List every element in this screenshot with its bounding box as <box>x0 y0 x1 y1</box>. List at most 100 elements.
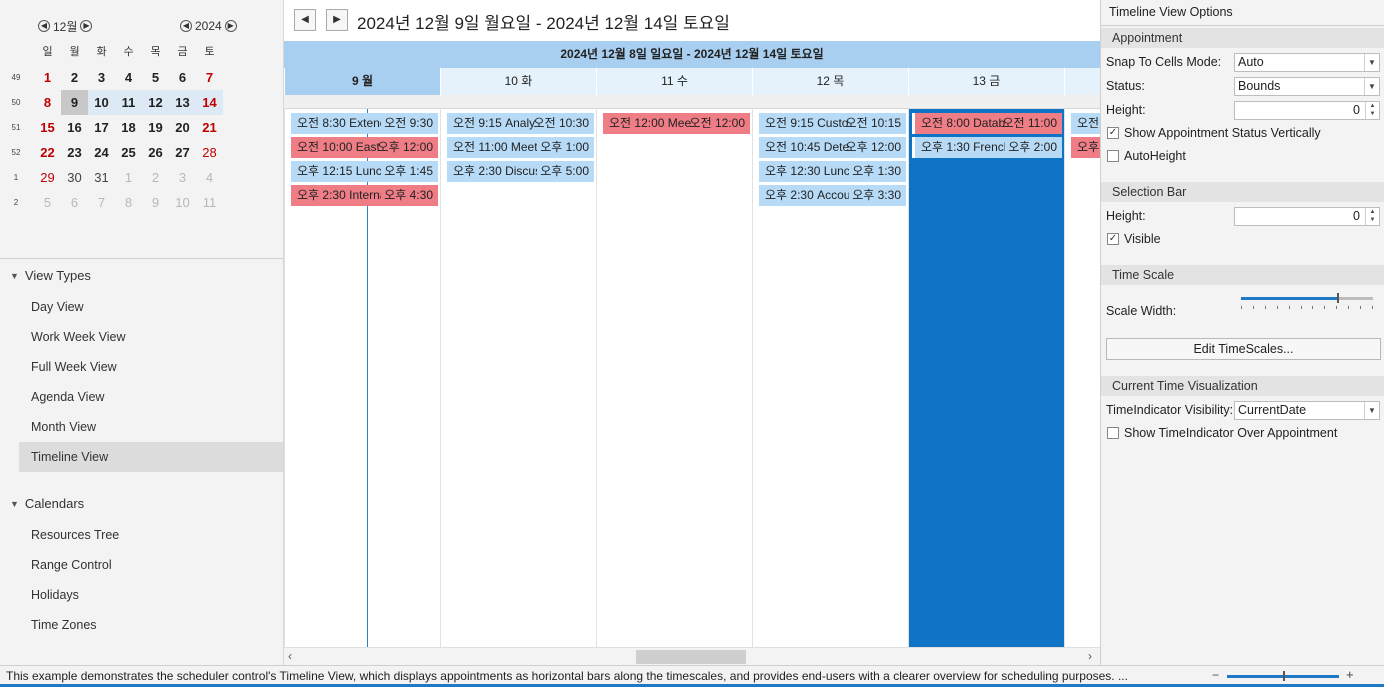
prev-year-icon[interactable]: ◀ <box>180 20 192 32</box>
nav-item-range-control[interactable]: Range Control <box>31 558 112 572</box>
time-indicator-combo[interactable]: CurrentDate ▼ <box>1234 401 1380 420</box>
nav-item-full-week-view[interactable]: Full Week View <box>31 360 117 374</box>
calendar-day-other-month[interactable]: 2 <box>151 170 160 185</box>
calendar-day-other-month[interactable]: 10 <box>175 195 190 210</box>
day-header[interactable]: 13 금 <box>908 68 1064 95</box>
calendar-day-selected[interactable]: 13 <box>169 90 196 115</box>
next-year-icon[interactable]: ▶ <box>224 20 237 32</box>
calendar-day[interactable]: 6 <box>178 70 187 85</box>
chevron-down-icon[interactable]: ▼ <box>1364 402 1379 419</box>
calendar-day[interactable]: 21 <box>202 120 217 135</box>
calendar-day[interactable]: 3 <box>97 70 106 85</box>
next-range-button[interactable]: ▶ <box>326 9 348 31</box>
scale-width-track[interactable] <box>1241 297 1373 300</box>
appointment-bar[interactable]: 오후 <box>1068 137 1100 158</box>
day-column[interactable] <box>596 109 752 647</box>
calendar-day[interactable]: 30 <box>67 170 82 185</box>
next-month-icon[interactable]: ▶ <box>80 20 93 32</box>
chevron-down-icon[interactable]: ▼ <box>1364 54 1379 71</box>
calendar-day-other-month[interactable]: 3 <box>178 170 187 185</box>
calendar-day-other-month[interactable]: 8 <box>124 195 133 210</box>
calendars-group-header[interactable]: ▼ Calendars <box>10 496 84 511</box>
status-combo[interactable]: Bounds ▼ <box>1234 77 1380 96</box>
appointment-bar[interactable]: 오전 9:15 Analy 오전 10:30 <box>444 113 594 134</box>
appointment-bar[interactable]: 오후 2:30 Discuss오후 5:00 <box>444 161 594 182</box>
nav-item-agenda-view[interactable]: Agenda View <box>31 390 105 404</box>
calendar-day[interactable]: 17 <box>94 120 109 135</box>
nav-item-day-view[interactable]: Day View <box>31 300 84 314</box>
nav-item-holidays[interactable]: Holidays <box>31 588 79 602</box>
day-column[interactable] <box>440 109 596 647</box>
checkbox-box[interactable] <box>1107 150 1119 162</box>
day-header[interactable]: 9 월 <box>284 68 440 95</box>
prev-month-icon[interactable]: ◀ <box>38 20 50 32</box>
appointment-bar[interactable]: 오전 <box>1068 113 1100 134</box>
checkmark-icon[interactable]: ✓ <box>1107 127 1119 139</box>
day-column[interactable] <box>1064 109 1100 647</box>
day-header[interactable] <box>1064 68 1100 95</box>
zoom-in-icon[interactable]: + <box>1346 667 1354 682</box>
appointment-bar[interactable]: 오전 9:15 Custo 오전 10:15 <box>756 113 906 134</box>
calendar-day[interactable]: 29 <box>40 170 55 185</box>
calendar-day[interactable]: 20 <box>175 120 190 135</box>
day-header[interactable]: 10 화 <box>440 68 596 95</box>
spin-arrows-icon[interactable]: ▲ ▼ <box>1365 102 1379 119</box>
calendar-day-selected[interactable]: 11 <box>115 90 142 115</box>
appointment-bar[interactable]: 오전 8:30 Extend 오전 9:30 <box>288 113 438 134</box>
day-header[interactable]: 11 수 <box>596 68 752 95</box>
calendar-day[interactable]: 23 <box>67 145 82 160</box>
calendar-day-other-month[interactable]: 1 <box>124 170 133 185</box>
selection-height-spin-edit[interactable]: 0 ▲ ▼ <box>1234 207 1380 226</box>
snap-mode-combo[interactable]: Auto ▼ <box>1234 53 1380 72</box>
calendar-day-other-month[interactable]: 4 <box>205 170 214 185</box>
selection-visible-checkbox[interactable]: ✓ Visible <box>1107 232 1161 246</box>
scale-width-thumb[interactable] <box>1337 293 1339 303</box>
calendar-day[interactable]: 27 <box>175 145 190 160</box>
auto-height-checkbox[interactable]: AutoHeight <box>1107 149 1186 163</box>
nav-item-timeline-view[interactable]: Timeline View <box>19 442 283 472</box>
appointment-bar[interactable]: 오후 2:30 Interna 오후 4:30 <box>288 185 438 206</box>
appointment-bar[interactable]: 오후 2:30 Accour 오후 3:30 <box>756 185 906 206</box>
appointment-bar[interactable]: 오전 11:00 Meeti 오후 1:00 <box>444 137 594 158</box>
spin-arrows-icon[interactable]: ▲ ▼ <box>1365 208 1379 225</box>
scroll-left-icon[interactable]: ‹ <box>288 649 292 663</box>
appointment-bar[interactable]: 오후 1:30 French 오후 2:00 <box>912 137 1062 158</box>
show-indicator-over-appointment-checkbox[interactable]: Show TimeIndicator Over Appointment <box>1107 426 1337 440</box>
nav-item-month-view[interactable]: Month View <box>31 420 97 434</box>
height-spin-edit[interactable]: 0 ▲ ▼ <box>1234 101 1380 120</box>
calendar-day[interactable]: 19 <box>148 120 163 135</box>
calendar-day[interactable]: 24 <box>94 145 109 160</box>
checkmark-icon[interactable]: ✓ <box>1107 233 1119 245</box>
calendar-day-other-month[interactable]: 7 <box>97 195 106 210</box>
zoom-thumb[interactable] <box>1283 671 1285 681</box>
scrollbar-thumb[interactable] <box>636 650 746 664</box>
appointment-bar[interactable]: 오전 10:00 East 오후 12:00 <box>288 137 438 158</box>
calendar-day-selected[interactable]: 12 <box>142 90 169 115</box>
day-column-selected[interactable] <box>908 109 1064 647</box>
view-types-group-header[interactable]: ▼ View Types <box>10 268 91 283</box>
appointment-bar[interactable]: 오후 12:30 Lunch 오후 1:30 <box>756 161 906 182</box>
calendar-day[interactable]: 31 <box>94 170 109 185</box>
calendar-day[interactable]: 7 <box>205 70 214 85</box>
calendar-day[interactable]: 2 <box>70 70 79 85</box>
day-column[interactable] <box>284 109 440 647</box>
day-column[interactable] <box>752 109 908 647</box>
chevron-down-icon[interactable]: ▼ <box>1364 78 1379 95</box>
calendar-day[interactable]: 26 <box>148 145 163 160</box>
zoom-out-icon[interactable]: − <box>1212 668 1220 682</box>
scroll-right-icon[interactable]: › <box>1088 649 1092 663</box>
calendar-day[interactable]: 16 <box>67 120 82 135</box>
appointment-bar[interactable]: 오전 8:00 Datab 오전 11:00 <box>912 113 1062 134</box>
calendar-day-other-month[interactable]: 9 <box>151 195 160 210</box>
nav-item-time-zones[interactable]: Time Zones <box>31 618 97 632</box>
calendar-day-selected[interactable]: 10 <box>88 90 115 115</box>
calendar-day-selected[interactable]: 9 <box>61 90 88 115</box>
calendar-day[interactable]: 22 <box>40 145 55 160</box>
show-status-vertically-checkbox[interactable]: ✓ Show Appointment Status Vertically <box>1107 126 1321 140</box>
calendar-day-selected[interactable]: 14 <box>196 90 223 115</box>
calendar-day[interactable]: 1 <box>43 70 52 85</box>
nav-item-work-week-view[interactable]: Work Week View <box>31 330 126 344</box>
calendar-day-other-month[interactable]: 6 <box>70 195 79 210</box>
prev-range-button[interactable]: ◀ <box>294 9 316 31</box>
calendar-day[interactable]: 15 <box>40 120 55 135</box>
